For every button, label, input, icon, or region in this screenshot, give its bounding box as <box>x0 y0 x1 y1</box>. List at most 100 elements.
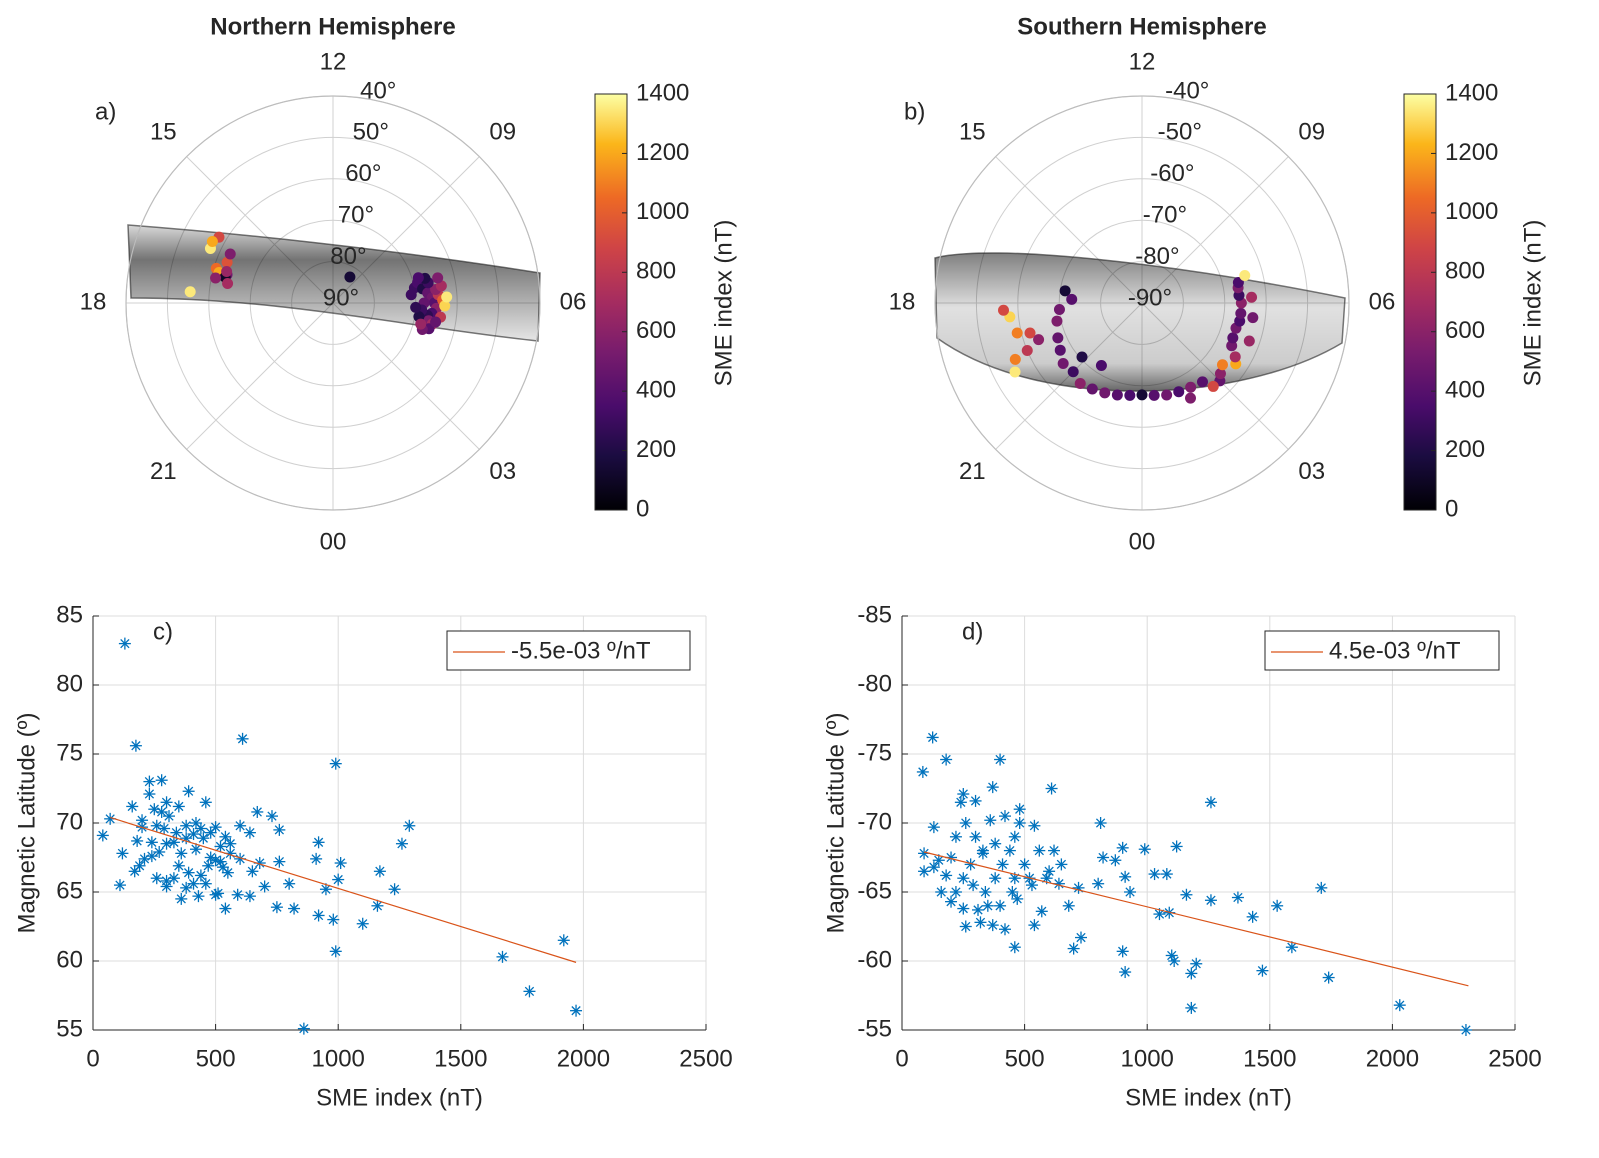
star-stroke <box>1012 894 1022 904</box>
star-stroke <box>206 852 216 863</box>
data-point-star <box>998 923 1011 936</box>
data-point <box>222 277 234 289</box>
colorbar-tick-label: 800 <box>1445 258 1485 285</box>
data-point-star <box>1256 964 1269 977</box>
data-point-star <box>214 855 227 868</box>
data-point <box>998 304 1010 316</box>
data-point-star <box>1322 971 1335 984</box>
mlt-label: 06 <box>1369 288 1396 315</box>
data-point-star <box>969 830 982 843</box>
data-point-star <box>224 837 237 850</box>
star-stroke <box>1186 968 1196 979</box>
star-stroke <box>1054 879 1064 889</box>
data-point-star <box>1190 957 1203 970</box>
data-point <box>1216 359 1228 371</box>
data-point-star <box>1003 844 1016 857</box>
data-point-star <box>1094 817 1107 829</box>
data-point-star <box>172 800 185 813</box>
data-point <box>1184 392 1196 404</box>
data-point-star <box>258 880 271 893</box>
data-point <box>1074 377 1086 389</box>
star-stroke <box>1149 869 1160 879</box>
star-stroke <box>983 901 993 911</box>
data-point-star <box>1185 967 1198 980</box>
data-point-star <box>170 826 183 839</box>
star-stroke <box>1171 841 1182 852</box>
star-stroke <box>1181 890 1192 900</box>
star-stroke <box>1093 879 1103 889</box>
data-point-star <box>128 865 141 878</box>
y-tick-label: -60 <box>857 946 892 973</box>
star-stroke <box>1272 901 1282 911</box>
star-stroke <box>174 801 184 812</box>
star-stroke <box>181 821 191 831</box>
x-tick-label: 1500 <box>1243 1045 1296 1072</box>
data-point-star <box>1045 782 1058 795</box>
star-stroke <box>1049 845 1059 856</box>
data-point <box>1011 327 1023 339</box>
colorbar-tick-label: 400 <box>1445 376 1485 403</box>
colorbar-tick-label: 400 <box>636 376 676 403</box>
data-point-star <box>194 822 207 835</box>
star-stroke <box>968 880 978 890</box>
star-stroke <box>235 854 245 864</box>
data-point-star <box>180 819 193 832</box>
data-point-star <box>288 902 301 915</box>
star-stroke <box>333 874 343 885</box>
y-tick-label: 80 <box>56 670 83 697</box>
x-tick-label: 500 <box>1005 1045 1045 1072</box>
data-point-star <box>1168 955 1181 967</box>
star-stroke <box>1206 797 1216 807</box>
data-point <box>1053 303 1065 315</box>
star-stroke <box>247 866 258 876</box>
data-point-star <box>557 934 570 947</box>
star-stroke <box>115 880 125 890</box>
star-stroke <box>389 884 400 894</box>
star-stroke <box>274 856 285 867</box>
legend-label: 4.5e-03 º/nT <box>1329 637 1461 664</box>
panel-title: Southern Hemisphere <box>1017 13 1266 40</box>
data-point-star <box>989 837 1002 850</box>
data-point-star <box>143 775 156 788</box>
data-point <box>1009 366 1021 378</box>
data-point-star <box>214 840 227 853</box>
data-point-star <box>1459 1024 1472 1036</box>
data-point <box>221 256 233 268</box>
star-stroke <box>961 921 971 932</box>
latitude-label: 60° <box>345 160 381 187</box>
data-point-star <box>1052 877 1065 890</box>
star-stroke <box>1073 883 1084 893</box>
star-stroke <box>159 823 169 834</box>
data-point-star <box>1011 892 1024 905</box>
data-point-star <box>150 872 163 885</box>
colorbar-tick-label: 1400 <box>1445 79 1498 106</box>
data-point-star <box>954 796 967 809</box>
data-point <box>1235 307 1247 319</box>
data-point <box>441 291 453 303</box>
data-point-star <box>96 829 109 842</box>
star-stroke <box>978 848 988 859</box>
data-point-star <box>167 836 180 849</box>
star-stroke <box>174 861 184 871</box>
star-stroke <box>267 811 277 821</box>
latitude-label: -50° <box>1158 119 1202 146</box>
latitude-label: 90° <box>323 284 359 311</box>
star-stroke <box>1118 946 1128 956</box>
star-stroke <box>272 902 282 912</box>
x-tick-label: 2000 <box>557 1045 610 1072</box>
data-point <box>1033 334 1045 346</box>
data-point <box>1161 389 1173 401</box>
star-stroke <box>1110 855 1120 865</box>
data-point-star <box>334 857 347 870</box>
y-tick-label: 55 <box>56 1015 83 1042</box>
star-stroke <box>988 920 998 930</box>
data-point <box>1124 389 1136 401</box>
data-point-star <box>1008 830 1021 843</box>
data-point-star <box>126 800 139 813</box>
data-point-star <box>148 803 161 816</box>
data-point-star <box>1025 879 1038 892</box>
data-point-star <box>1315 881 1328 894</box>
mlt-label: 03 <box>1298 458 1325 485</box>
x-tick-label: 1500 <box>434 1045 487 1072</box>
x-tick-label: 1000 <box>312 1045 365 1072</box>
